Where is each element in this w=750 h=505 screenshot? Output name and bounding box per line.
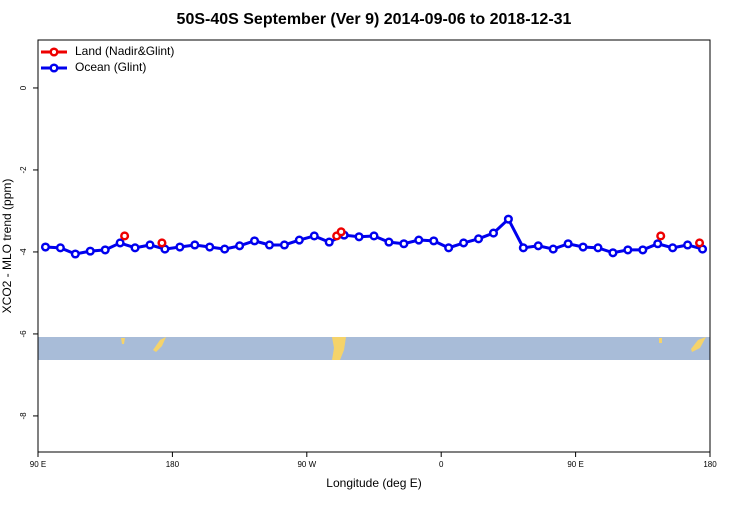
y-tick-label: -8 [19, 412, 28, 420]
x-tick-label: 90 E [567, 460, 583, 469]
data-point [220, 244, 230, 254]
data-point [694, 238, 705, 248]
x-tick-label: 180 [166, 460, 180, 469]
legend-label: Ocean (Glint) [75, 60, 146, 74]
data-point [55, 243, 65, 253]
x-tick-label: 90 E [30, 460, 46, 469]
data-point [145, 240, 155, 250]
y-tick-label: -6 [19, 330, 28, 338]
data-point [190, 240, 200, 250]
map-strip [38, 337, 710, 360]
legend-marker [49, 63, 59, 73]
legend-marker [49, 47, 59, 57]
data-point [653, 239, 663, 249]
x-tick-label: 180 [703, 460, 717, 469]
data-point [683, 240, 693, 250]
x-axis-label: Longitude (deg E) [326, 476, 421, 490]
data-point [429, 236, 439, 246]
data-point [264, 240, 275, 250]
data-point [279, 240, 289, 250]
data-point [157, 238, 167, 248]
data-point [205, 242, 215, 252]
y-tick-label: -2 [19, 166, 28, 174]
data-point [459, 238, 469, 248]
data-point [249, 236, 260, 246]
data-point [130, 243, 140, 253]
data-point [40, 242, 51, 252]
y-axis-label: XCO2 - MLO trend (ppm) [0, 179, 14, 314]
data-point [563, 239, 573, 249]
data-point [548, 244, 558, 254]
data-point [324, 237, 334, 247]
data-point [668, 243, 678, 253]
data-point [354, 232, 364, 242]
data-point [533, 241, 543, 251]
data-point [623, 245, 633, 255]
data-point [444, 243, 454, 253]
data-point [336, 227, 346, 237]
y-tick-label: 0 [19, 85, 28, 90]
data-point [414, 235, 424, 245]
legend-label: Land (Nadir&Glint) [75, 44, 174, 58]
plot-frame [37, 39, 711, 453]
data-point [120, 231, 130, 241]
data-point [70, 249, 80, 259]
data-point [473, 234, 484, 244]
data-point [85, 246, 95, 256]
data-point [235, 241, 245, 251]
data-point [578, 242, 588, 252]
data-point [503, 214, 513, 224]
data-point [488, 228, 499, 238]
data-point [593, 243, 603, 253]
data-point [638, 245, 648, 255]
data-point [656, 231, 666, 241]
data-point [294, 235, 304, 245]
data-point [399, 239, 409, 249]
x-tick-label: 90 W [297, 460, 316, 469]
chart-title: 50S-40S September (Ver 9) 2014-09-06 to … [177, 11, 572, 28]
x-tick-label: 0 [439, 460, 444, 469]
data-point [309, 231, 319, 241]
y-tick-label: -4 [19, 248, 28, 256]
data-point [100, 245, 110, 255]
data-point [518, 243, 528, 253]
data-point [608, 248, 618, 258]
data-point [175, 242, 185, 252]
data-point [384, 237, 394, 247]
data-point [369, 231, 379, 241]
data-point [115, 238, 125, 248]
